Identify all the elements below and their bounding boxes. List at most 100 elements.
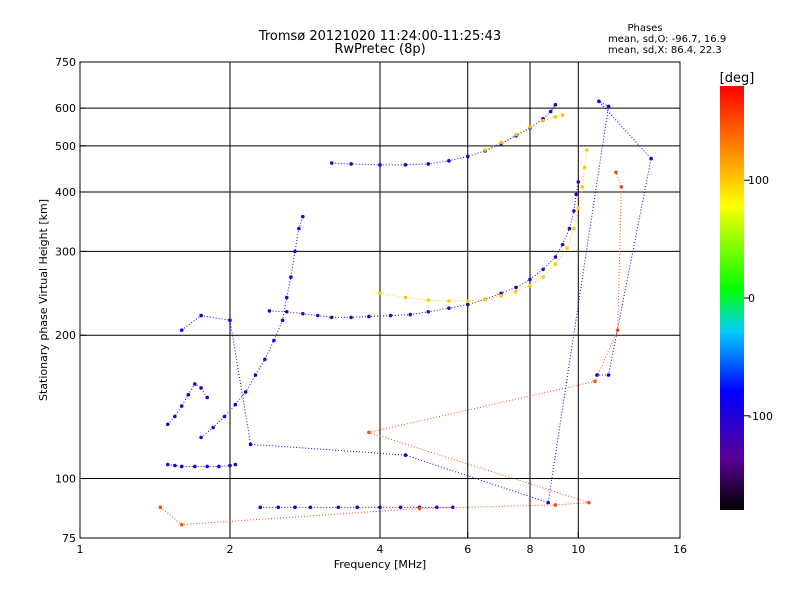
trace-line: [200, 216, 304, 438]
data-point: [378, 505, 382, 510]
data-point: [349, 315, 353, 320]
data-point: [580, 185, 585, 189]
x-tick-label: 16: [673, 543, 687, 556]
data-point: [165, 422, 170, 427]
colorbar-tick-label: -100: [748, 410, 773, 423]
data-point: [465, 154, 470, 159]
data-point: [388, 313, 393, 318]
trace-line: [167, 464, 236, 467]
data-point: [587, 500, 591, 505]
x-axis-label: Frequency [MHz]: [334, 558, 426, 571]
data-point: [584, 148, 589, 152]
data-point: [572, 226, 576, 231]
trace-line: [181, 100, 652, 504]
y-tick-label: 75: [62, 532, 76, 545]
stats-x-line: mean, sd,X: 86.4, 22.3: [608, 45, 722, 56]
data-point: [301, 214, 305, 219]
data-point: [179, 522, 184, 527]
data-point: [280, 318, 285, 323]
data-point: [606, 104, 611, 109]
data-point: [615, 328, 620, 332]
data-point: [541, 275, 545, 279]
y-tick-label: 500: [55, 140, 76, 153]
data-point: [597, 99, 601, 104]
data-point: [582, 165, 587, 170]
data-point: [606, 373, 611, 377]
data-point: [193, 382, 197, 386]
y-tick-label: 400: [55, 186, 76, 199]
chart-subtitle: RwPretec (8p): [334, 42, 425, 57]
x-tick-label: 10: [571, 543, 585, 556]
data-point: [434, 505, 439, 510]
data-point: [267, 309, 272, 313]
data-point: [465, 302, 470, 307]
data-point: [528, 125, 532, 129]
data-point: [514, 289, 518, 294]
data-point: [553, 503, 558, 507]
data-point: [576, 206, 581, 210]
data-point: [541, 118, 545, 123]
data-point: [263, 357, 267, 362]
colorbar: [720, 86, 744, 510]
data-point: [426, 162, 431, 166]
data-point: [553, 102, 558, 107]
colorbar-tick-label: 0: [748, 292, 755, 305]
data-point: [514, 285, 518, 290]
data-point: [315, 313, 320, 318]
data-point: [465, 299, 470, 303]
data-point: [329, 161, 334, 165]
data-point: [528, 277, 532, 282]
data-point: [546, 500, 550, 505]
data-point: [186, 392, 191, 397]
data-point: [211, 425, 215, 430]
data-point: [567, 226, 572, 231]
data-point: [595, 373, 599, 377]
data-point: [158, 505, 163, 510]
data-point: [483, 148, 487, 152]
data-points: [158, 99, 653, 527]
data-point: [378, 163, 382, 167]
y-axis-label: Stationary phase Virtual Height [km]: [37, 199, 50, 401]
y-tick-label: 750: [55, 56, 76, 69]
data-point: [165, 462, 170, 467]
data-point: [417, 506, 422, 511]
stats-heading: Phases: [627, 23, 662, 34]
data-point: [499, 291, 503, 296]
data-point: [193, 464, 197, 469]
data-point: [447, 159, 451, 163]
trace-line: [379, 149, 588, 302]
data-point: [483, 297, 487, 302]
data-point: [574, 192, 578, 197]
data-point: [297, 226, 301, 231]
data-point: [179, 464, 184, 469]
y-tick-label: 100: [55, 473, 76, 486]
y-tick-label: 200: [55, 329, 76, 342]
data-point: [367, 430, 371, 435]
data-point: [514, 132, 518, 137]
data-point: [398, 505, 403, 510]
data-point: [248, 442, 253, 447]
data-point: [228, 463, 232, 468]
data-point: [233, 402, 238, 407]
data-point: [426, 298, 431, 302]
data-point: [272, 338, 276, 343]
data-point: [593, 379, 597, 384]
data-point: [308, 505, 313, 510]
y-tick-label: 600: [55, 102, 76, 115]
data-point: [199, 386, 203, 390]
data-point: [199, 435, 203, 440]
data-point: [276, 505, 281, 510]
colorbar-ticks: 100 0 -100: [744, 174, 773, 423]
data-point: [378, 291, 382, 296]
data-point: [217, 464, 221, 469]
data-point: [447, 299, 451, 303]
data-point: [233, 462, 238, 467]
data-point: [258, 505, 263, 510]
data-point: [284, 310, 289, 314]
data-point: [301, 311, 305, 316]
data-point: [447, 306, 451, 310]
y-tick-label: 300: [55, 245, 76, 258]
data-point: [619, 185, 624, 189]
